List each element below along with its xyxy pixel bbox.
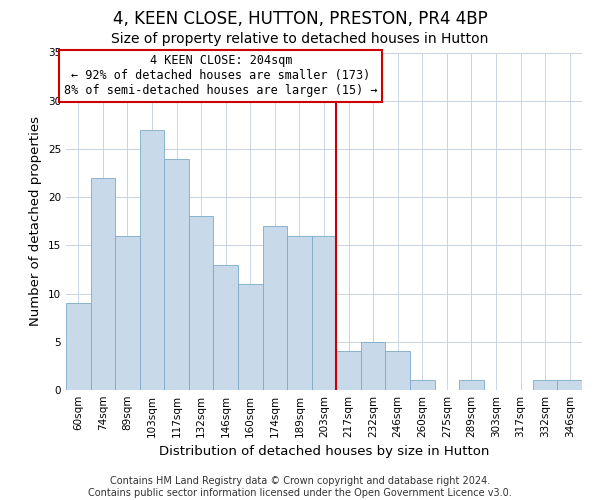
- Y-axis label: Number of detached properties: Number of detached properties: [29, 116, 43, 326]
- Bar: [557, 380, 582, 390]
- Text: 4, KEEN CLOSE, HUTTON, PRESTON, PR4 4BP: 4, KEEN CLOSE, HUTTON, PRESTON, PR4 4BP: [113, 10, 487, 28]
- Text: Size of property relative to detached houses in Hutton: Size of property relative to detached ho…: [112, 32, 488, 46]
- Bar: [361, 342, 385, 390]
- Bar: [312, 236, 336, 390]
- Text: 4 KEEN CLOSE: 204sqm
← 92% of detached houses are smaller (173)
8% of semi-detac: 4 KEEN CLOSE: 204sqm ← 92% of detached h…: [64, 54, 377, 98]
- Bar: [214, 264, 238, 390]
- Bar: [115, 236, 140, 390]
- Bar: [189, 216, 214, 390]
- Bar: [263, 226, 287, 390]
- Bar: [91, 178, 115, 390]
- Bar: [336, 352, 361, 390]
- Bar: [164, 158, 189, 390]
- Bar: [533, 380, 557, 390]
- Bar: [410, 380, 434, 390]
- Bar: [140, 130, 164, 390]
- Text: Contains HM Land Registry data © Crown copyright and database right 2024.
Contai: Contains HM Land Registry data © Crown c…: [88, 476, 512, 498]
- Bar: [287, 236, 312, 390]
- X-axis label: Distribution of detached houses by size in Hutton: Distribution of detached houses by size …: [159, 446, 489, 458]
- Bar: [66, 303, 91, 390]
- Bar: [238, 284, 263, 390]
- Bar: [385, 352, 410, 390]
- Bar: [459, 380, 484, 390]
